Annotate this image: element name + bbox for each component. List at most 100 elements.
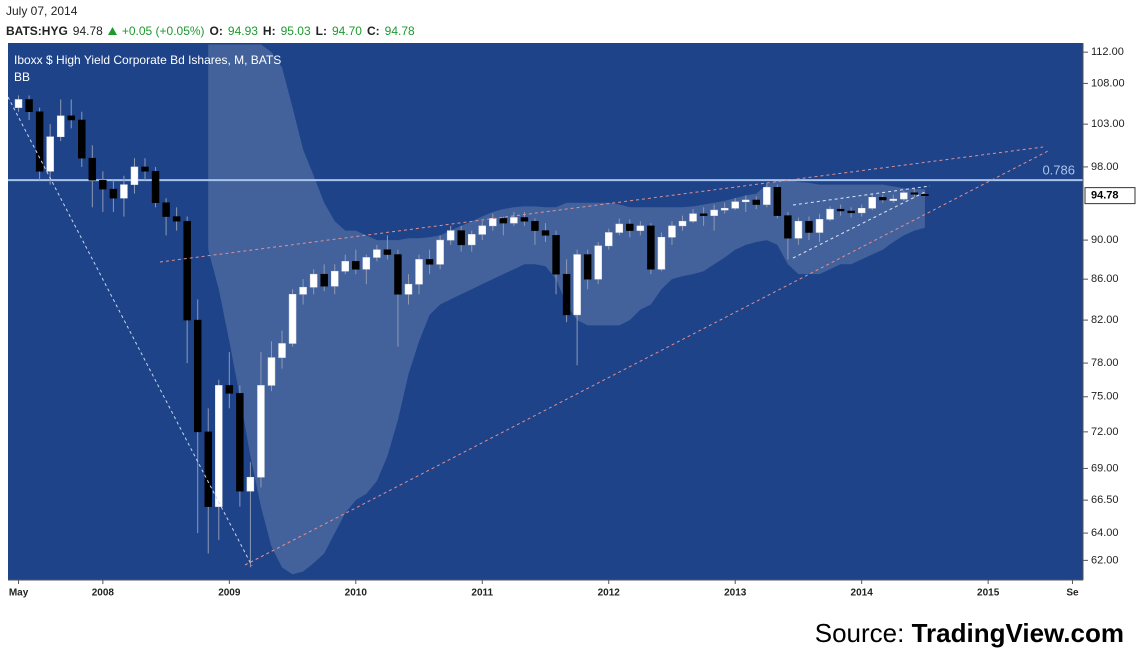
candle-body [88,157,97,181]
candle-body [478,225,486,235]
trendline [792,191,926,259]
candle-body [910,192,919,195]
candle-body [615,223,624,233]
candle-body [710,209,718,216]
candle-body [879,197,887,201]
candle-body [689,213,697,222]
candle-body [436,239,444,265]
last-price-box [1084,187,1136,205]
candle-body [67,115,75,121]
source-site: TradingView.com [911,618,1124,648]
ohlc-value: 95.03 [280,24,311,38]
candle-body [784,215,792,239]
ohlc-label: L: [315,24,327,38]
x-tick-label: 2011 [471,588,493,599]
candle-body [425,259,434,265]
ohlc-value: 94.93 [227,24,258,38]
plot-background [8,43,1083,580]
candle-body [605,232,613,247]
up-arrow [107,27,117,35]
chart: Iboxx $ High Yield Corporate Bd Ishares,… [8,43,1136,599]
candle-body [99,179,107,190]
candle-body [510,217,518,224]
candle-body [752,199,761,205]
candle-body [826,208,834,220]
y-tick-label: 108.00 [1091,77,1125,89]
x-tick-label: 2012 [598,588,621,599]
candle-body [889,198,898,201]
candle-body [583,254,592,280]
y-tick-label: 82.00 [1091,314,1119,326]
candle-body [763,187,771,205]
y-tick-label: 75.00 [1091,391,1119,403]
y-tick-label: 64.00 [1091,527,1119,539]
bollinger-band [208,44,925,575]
candle-body [552,235,560,275]
candle-body [720,207,729,211]
y-tick-label: 98.00 [1091,161,1119,173]
candle-body [900,192,908,200]
y-tick-label: 90.00 [1091,234,1119,246]
price: 94.78 [72,24,103,38]
candle-body [636,225,645,231]
x-tick-label: 2015 [977,588,1000,599]
candle-body [773,187,782,216]
candle-body [805,220,813,233]
candle-body [278,343,286,358]
candle-body [657,236,666,270]
candle-body [868,197,876,209]
ohlc-value: 94.70 [331,24,362,38]
candle-body [815,219,824,233]
candle-body [668,225,676,238]
y-tick-label: 86.00 [1091,273,1119,285]
date: July 07, 2014 [6,4,78,18]
candle-body [362,257,371,270]
candle-body [467,234,476,246]
y-tick-label: 112.00 [1091,46,1124,58]
candle-body [394,254,402,295]
y-tick-label: 72.00 [1091,426,1119,438]
candle-body [352,261,360,270]
candle-body [541,230,550,236]
candle-body [35,111,44,172]
candle-body [857,207,866,214]
candle-body [446,230,455,241]
candle-body [120,184,128,199]
candle-body [520,217,529,222]
trendline [792,185,931,206]
trendlines [8,96,1051,567]
candle-body [499,218,508,224]
candle-body [236,393,244,492]
ohlc-label: O: [209,24,223,38]
x-tick-label: 2008 [92,588,115,599]
source-prefix: Source: [814,618,905,648]
candle-body [257,385,265,478]
candle-body [699,213,708,216]
candle-body [562,273,571,316]
candle-body [183,220,191,321]
chart-title: Iboxx $ High Yield Corporate Bd Ishares,… [14,53,281,67]
candle-body [341,261,349,272]
candle-body [246,476,255,492]
candle-body [46,136,54,172]
x-tick-label: 2014 [851,588,874,599]
trendline [8,96,253,567]
ohlc-label: C: [366,24,380,38]
candle-body [151,171,160,203]
fib-level-label: 0.786 [1042,163,1075,178]
quote-row: BATS:HYG 94.78 +0.05 (+0.05%) O: 94.93 H:… [6,24,415,38]
candle-body [404,283,413,295]
y-tick-label: 62.00 [1091,554,1119,566]
candle-body [109,188,118,199]
x-tick-label: May [9,588,29,599]
candle-body [14,99,23,108]
candle-body [56,115,65,138]
x-tick-label: 2013 [724,588,747,599]
x-tick-label: 2010 [345,588,368,599]
y-tick-label: 69.00 [1091,462,1119,474]
candle-body [921,194,929,197]
candle-body [373,249,381,258]
y-tick-label: 66.50 [1091,494,1119,506]
candle-body [141,166,149,172]
